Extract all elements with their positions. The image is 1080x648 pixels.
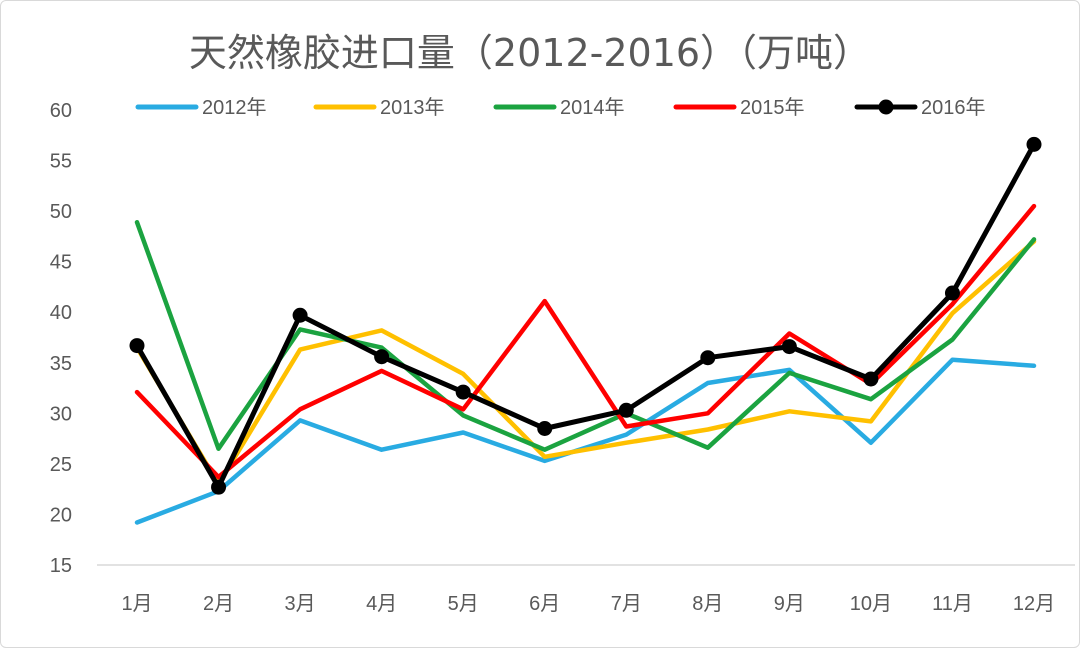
series-2015年 [134,203,1037,480]
x-tick-label: 9月 [774,593,805,615]
legend-item: 2016年 [854,96,986,119]
data-point [618,402,634,418]
x-tick-label: 7月 [611,593,642,615]
data-point [129,338,145,354]
data-point [1026,136,1042,152]
y-tick-label: 40 [50,302,72,324]
x-tick-label: 8月 [692,593,723,615]
x-tick-label: 12月 [1013,593,1055,615]
x-tick-label: 4月 [366,593,397,615]
data-point [863,371,879,387]
legend-marker [878,99,894,115]
x-tick-label: 1月 [121,593,152,615]
legend-item: 2012年 [135,96,267,119]
series-line [134,239,1037,487]
x-tick-label: 11月 [932,593,973,615]
legend-label: 2015年 [740,96,805,119]
x-tick-label: 5月 [448,593,479,615]
y-tick-label: 35 [50,353,72,375]
y-tick-label: 25 [50,454,72,476]
x-tick-label: 2月 [203,593,234,615]
chart-title: 天然橡胶进口量（2012-2016）（万吨） [189,31,871,75]
legend-label: 2016年 [921,96,986,119]
y-tick-label: 30 [50,403,72,425]
y-tick-label: 55 [50,151,72,173]
y-axis: 15 20 25 30 35 40 45 50 55 60 [50,100,72,577]
data-point [211,479,227,495]
y-tick-label: 45 [50,252,72,274]
series-line [134,141,1037,490]
data-point [781,339,797,355]
legend-label: 2013年 [380,96,445,119]
legend-label: 2012年 [202,96,267,119]
legend-item: 2014年 [493,96,625,119]
data-point [944,285,960,301]
x-tick-label: 6月 [529,593,560,615]
y-tick-label: 15 [50,555,72,577]
legend-item: 2015年 [673,96,805,119]
data-point [700,350,716,366]
y-tick-label: 60 [50,100,72,122]
data-point [374,349,390,365]
plot-area [129,136,1042,525]
series-2016年 [129,136,1042,495]
y-tick-label: 50 [50,201,72,223]
x-tick-label: 10月 [850,593,892,615]
series-2013年 [134,239,1037,487]
y-tick-label: 20 [50,504,72,526]
legend: 2012年 2013年 2014年 2015年 2016年 [135,96,986,119]
data-point [537,421,553,436]
data-point [455,384,471,400]
legend-item: 2013年 [313,96,445,119]
legend-label: 2014年 [560,96,625,119]
data-point [292,307,308,323]
series-line [134,203,1037,480]
x-tick-label: 3月 [285,593,316,615]
x-axis: 1月 2月 3月 4月 5月 6月 7月 8月 9月 10月 11月 12月 [97,564,1075,615]
